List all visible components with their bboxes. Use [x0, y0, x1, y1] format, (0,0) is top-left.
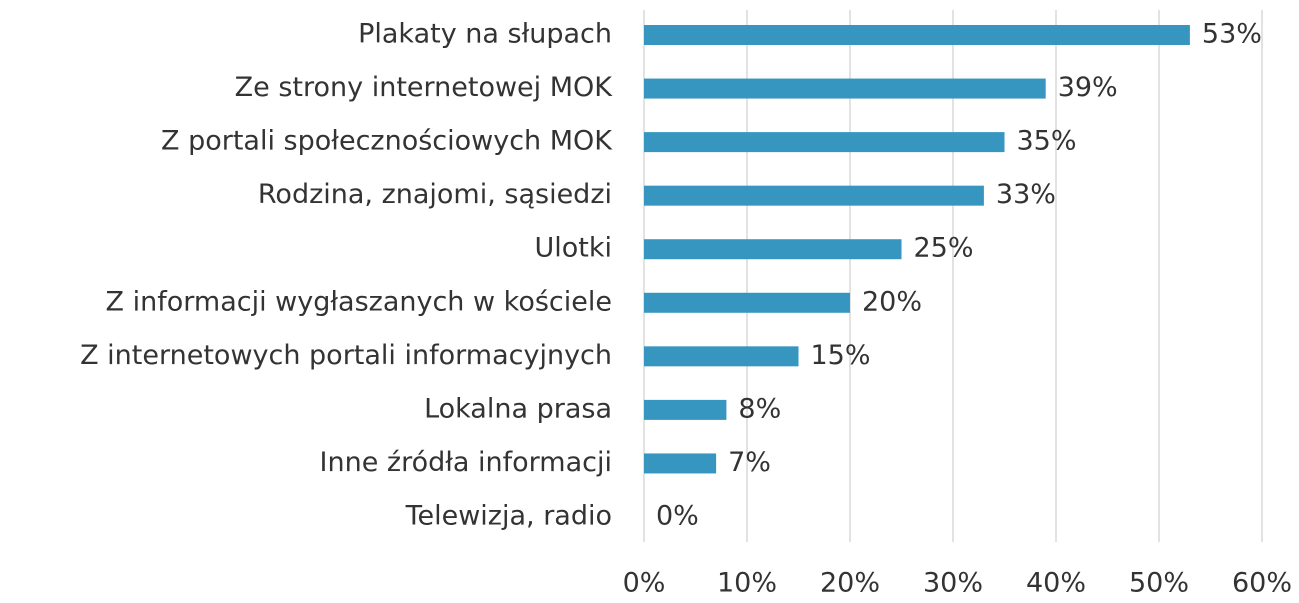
y-tick-label: Ze strony internetowej MOK	[235, 72, 614, 103]
y-tick-label: Z informacji wygłaszanych w kościele	[106, 286, 612, 317]
x-tick-label: 60%	[1232, 568, 1292, 599]
x-tick-label: 50%	[1129, 568, 1189, 599]
bar	[644, 239, 902, 260]
y-tick-label: Ulotki	[534, 233, 612, 264]
x-tick-label: 40%	[1026, 568, 1086, 599]
y-tick-label: Z internetowych portali informacyjnych	[80, 340, 612, 371]
data-label: 8%	[738, 393, 781, 424]
bar	[644, 25, 1190, 45]
bar	[644, 78, 1046, 99]
y-tick-label: Inne źródła informacji	[320, 447, 612, 478]
data-label: 25%	[914, 233, 974, 264]
bar	[644, 453, 717, 474]
data-label: 7%	[728, 447, 771, 478]
data-label: 20%	[862, 286, 922, 317]
data-label: 39%	[1058, 72, 1118, 103]
x-tick-label: 20%	[820, 568, 880, 599]
y-tick-label: Plakaty na słupach	[358, 19, 612, 50]
data-label: 53%	[1202, 19, 1262, 50]
x-tick-label: 30%	[923, 568, 983, 599]
data-label: 0%	[656, 501, 699, 532]
bar	[644, 292, 850, 313]
bar	[644, 185, 984, 206]
data-label: 33%	[996, 179, 1056, 210]
data-label: 15%	[811, 340, 871, 371]
bar	[644, 399, 727, 420]
data-label: 35%	[1017, 126, 1077, 157]
bar	[644, 132, 1005, 153]
y-tick-label: Z portali społecznościowych MOK	[161, 126, 613, 157]
y-tick-label: Lokalna prasa	[424, 393, 612, 424]
bar	[644, 346, 799, 367]
x-tick-label: 0%	[623, 568, 666, 599]
x-tick-label: 10%	[717, 568, 777, 599]
y-tick-label: Rodzina, znajomi, sąsiedzi	[258, 179, 612, 210]
y-tick-label: Telewizja, radio	[405, 501, 612, 532]
